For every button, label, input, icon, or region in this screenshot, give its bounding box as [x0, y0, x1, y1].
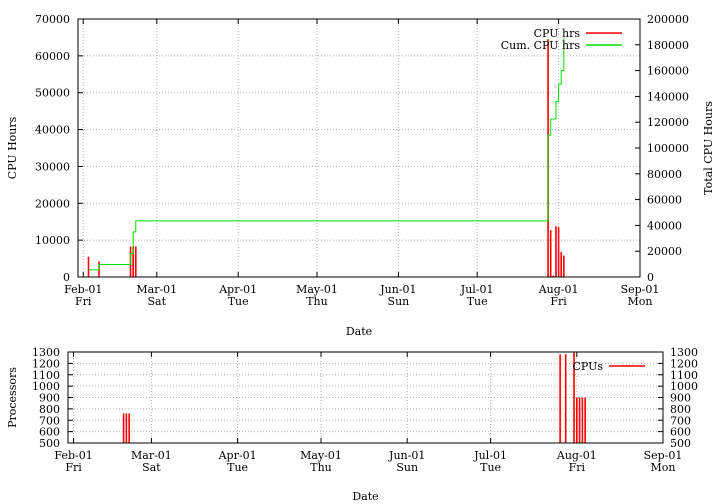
chart-2-y-axis-title: Processors — [6, 367, 19, 428]
chart-1-xtick-label: May-01 — [296, 283, 338, 296]
chart-1-xtick-label: Sep-01 — [621, 283, 660, 296]
chart-1-xtick-day: Mon — [628, 295, 653, 308]
chart-1-y2tick-label: 20000 — [647, 245, 682, 258]
chart-2-y2tick-label: 900 — [670, 392, 691, 405]
chart-1-y2tick-label: 120000 — [647, 116, 689, 129]
chart-2-ytick-label: 500 — [39, 437, 60, 450]
chart-1-legend-label-1: CPU hrs — [534, 27, 581, 40]
chart-1-xtick-day: Fri — [75, 295, 92, 308]
chart-2-y2tick-label: 1300 — [670, 346, 698, 359]
chart-1-xtick-label: Jul-01 — [460, 283, 494, 296]
chart-1-x-axis-title: Date — [346, 325, 372, 338]
chart-1-xtick-label: Aug-01 — [538, 283, 579, 296]
chart-1-legend-label-2: Cum. CPU hrs — [501, 39, 581, 52]
chart-1-y-axis-title: CPU Hours — [6, 116, 19, 179]
chart-2-legend-label-1: CPUs — [572, 360, 603, 373]
chart-1-ytick-label: 50000 — [35, 87, 70, 100]
chart-1-xtick-day: Sun — [388, 295, 410, 308]
chart-1-xtick-label: Feb-01 — [64, 283, 102, 296]
chart-2-xtick-day: Thu — [310, 461, 332, 474]
chart-2-xtick-label: Sep-01 — [644, 449, 683, 462]
chart-1-y2tick-label: 60000 — [647, 194, 682, 207]
chart-2-xtick-label: Apr-01 — [218, 449, 257, 462]
chart-2-x-axis-title: Date — [352, 490, 378, 503]
chart-1-ytick-label: 60000 — [35, 50, 70, 63]
chart-1-ytick-label: 30000 — [35, 160, 70, 173]
chart-2-xtick-day: Fri — [65, 461, 82, 474]
chart-1-xtick-day: Fri — [550, 295, 567, 308]
chart-2-y2tick-label: 1000 — [670, 380, 698, 393]
chart-1-y2tick-label: 0 — [647, 271, 654, 284]
chart-2-ytick-label: 1200 — [32, 357, 60, 370]
chart-1-series-2-line — [88, 38, 565, 271]
chart-2-xtick-label: Feb-01 — [54, 449, 92, 462]
chart-2-xtick-label: May-01 — [300, 449, 342, 462]
chart-1-ytick-label: 20000 — [35, 197, 70, 210]
chart-2-y2tick-label: 500 — [670, 437, 691, 450]
chart-2-xtick-day: Sat — [142, 461, 161, 474]
chart-1-xtick-day: Tue — [228, 295, 249, 308]
chart-1-ytick-label: 10000 — [35, 234, 70, 247]
chart-2-y2tick-label: 600 — [670, 426, 691, 439]
chart-2-xtick-day: Sun — [396, 461, 418, 474]
chart-1-y2tick-label: 140000 — [647, 90, 689, 103]
chart-2-plot-frame — [67, 351, 664, 444]
chart-2-xtick-day: Tue — [480, 461, 501, 474]
chart-1-xtick-label: Jun-01 — [379, 283, 416, 296]
chart-1-ytick-label: 40000 — [35, 124, 70, 137]
chart-1-plot-frame — [77, 18, 641, 278]
chart-2-y2tick-label: 1200 — [670, 357, 698, 370]
chart-2-y2tick-label: 1100 — [670, 369, 698, 382]
chart-2-y2tick-label: 700 — [670, 414, 691, 427]
chart-2-ytick-label: 700 — [39, 414, 60, 427]
chart-2-ytick-label: 1000 — [32, 380, 60, 393]
chart-2-xtick-label: Mar-01 — [131, 449, 172, 462]
chart-1-xtick-label: Mar-01 — [136, 283, 177, 296]
chart-2-ytick-label: 800 — [39, 403, 60, 416]
chart-2-xtick-label: Aug-01 — [556, 449, 597, 462]
chart-1-y2tick-label: 200000 — [647, 13, 689, 26]
chart-2-xtick-day: Tue — [227, 461, 248, 474]
chart-1-y2tick-label: 80000 — [647, 168, 682, 181]
chart-1-ytick-label: 0 — [63, 271, 70, 284]
chart-2-xtick-day: Fri — [569, 461, 586, 474]
chart-1-xtick-label: Apr-01 — [218, 283, 257, 296]
chart-1-y2-axis-title: Total CPU Hours — [702, 101, 715, 195]
chart-1-ytick-label: 70000 — [35, 13, 70, 26]
chart-1-xtick-day: Thu — [306, 295, 328, 308]
chart-2-xtick-day: Mon — [651, 461, 676, 474]
chart-2-ytick-label: 1300 — [32, 346, 60, 359]
chart-1-y2tick-label: 100000 — [647, 142, 689, 155]
chart-2-xtick-label: Jul-01 — [473, 449, 507, 462]
chart-2-xtick-label: Jun-01 — [388, 449, 425, 462]
chart-1-y2tick-label: 40000 — [647, 219, 682, 232]
chart-1-y2tick-label: 160000 — [647, 65, 689, 78]
chart-1-y2tick-label: 180000 — [647, 39, 689, 52]
chart-2-ytick-label: 900 — [39, 392, 60, 405]
chart-2-ytick-label: 600 — [39, 426, 60, 439]
chart-1-xtick-day: Sat — [148, 295, 167, 308]
chart-2-y2tick-label: 800 — [670, 403, 691, 416]
chart-1-xtick-day: Tue — [467, 295, 488, 308]
chart-2-ytick-label: 1100 — [32, 369, 60, 382]
